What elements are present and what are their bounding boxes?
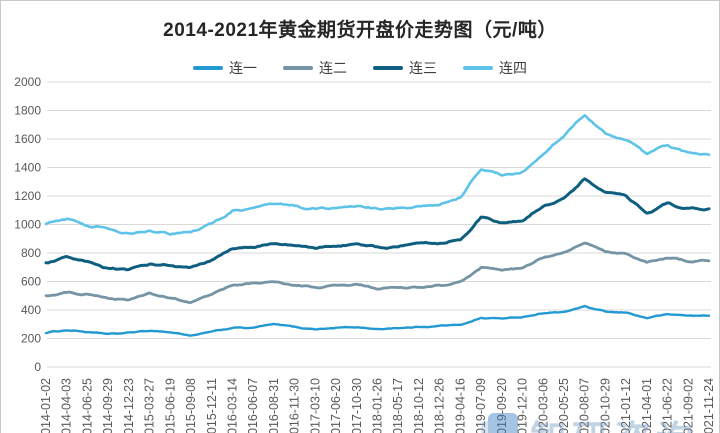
y-axis-label: 1200 [14,189,41,203]
x-axis-label: 2019-09-20 [495,378,509,433]
legend-swatch-icon [373,65,403,71]
y-axis-label: 2000 [14,75,41,89]
y-axis-label: 1800 [14,104,41,118]
x-axis-label: 2019-12-10 [516,378,530,433]
x-axis-label: 2018-10-12 [412,378,426,433]
x-axis-label: 2020-05-25 [557,378,571,433]
y-axis-label: 0 [34,360,41,374]
x-axis-label: 2018-01-26 [371,378,385,433]
legend-item-3: 连三 [373,58,437,78]
x-axis-label: 2019-04-16 [453,378,467,433]
x-axis-label: 2014-09-29 [101,378,115,433]
x-axis-label: 2020-10-29 [598,378,612,433]
x-axis-label: 2021-11-24 [702,378,716,433]
x-axis-label: 2018-05-17 [391,378,405,433]
legend-label: 连三 [409,60,437,76]
x-axis-label: 2014-01-02 [39,378,53,433]
y-axis-label: 200 [21,332,41,346]
series-line-2 [44,241,711,304]
x-axis-label: 2020-08-07 [578,378,592,433]
x-axis-label: 2021-09-02 [681,378,695,433]
x-axis-label: 2021-01-12 [619,378,633,433]
y-axis-label: 800 [21,246,41,260]
x-axis-label: 2016-06-07 [246,378,260,433]
x-axis-label: 2014-04-03 [60,378,74,433]
x-axis-label: 2021-06-22 [661,378,675,433]
series-line-3 [44,177,711,272]
legend-label: 连一 [229,60,257,76]
legend-swatch-icon [193,65,223,71]
y-axis-label: 400 [21,303,41,317]
series-line-1 [44,304,711,337]
chart-title: 2014-2021年黄金期货开盘价走势图（元/吨） [163,20,557,41]
legend-item-4: 连四 [463,58,527,78]
y-axis-label: 1400 [14,161,41,175]
legend-swatch-icon [463,65,493,71]
y-axis-label: 1600 [14,132,41,146]
x-axis-label: 2015-09-08 [184,378,198,433]
legend-item-1: 连一 [193,58,257,78]
x-axis-label: 2015-12-11 [205,378,219,433]
legend-item-2: 连二 [283,58,347,78]
x-axis-label: 2014-12-23 [122,378,136,433]
x-axis-label: 2016-03-14 [226,378,240,433]
legend-label: 连二 [319,60,347,76]
x-axis-label: 2016-08-31 [267,378,281,433]
chart-legend: 连一 连二 连三 连四 [1,58,719,78]
x-axis-label: 2015-06-19 [163,378,177,433]
x-axis-label: 2015-03-27 [143,378,157,433]
legend-swatch-icon [283,65,313,71]
x-axis-label: 2018-12-26 [433,378,447,433]
legend-label: 连四 [499,60,527,76]
x-axis-label: 2014-06-25 [80,378,94,433]
x-axis-label: 2017-03-10 [308,378,322,433]
x-axis-label: 2019-07-09 [474,378,488,433]
x-axis-label: 2021-04-01 [640,378,654,433]
x-axis-label: 2020-03-06 [536,378,550,433]
x-axis-label: 2017-06-20 [329,378,343,433]
y-axis-label: 1000 [14,218,41,232]
y-axis-label: 600 [21,275,41,289]
x-axis-label: 2017-10-30 [350,378,364,433]
series-line-4 [44,114,711,236]
x-axis-label: 2016-11-30 [288,378,302,433]
